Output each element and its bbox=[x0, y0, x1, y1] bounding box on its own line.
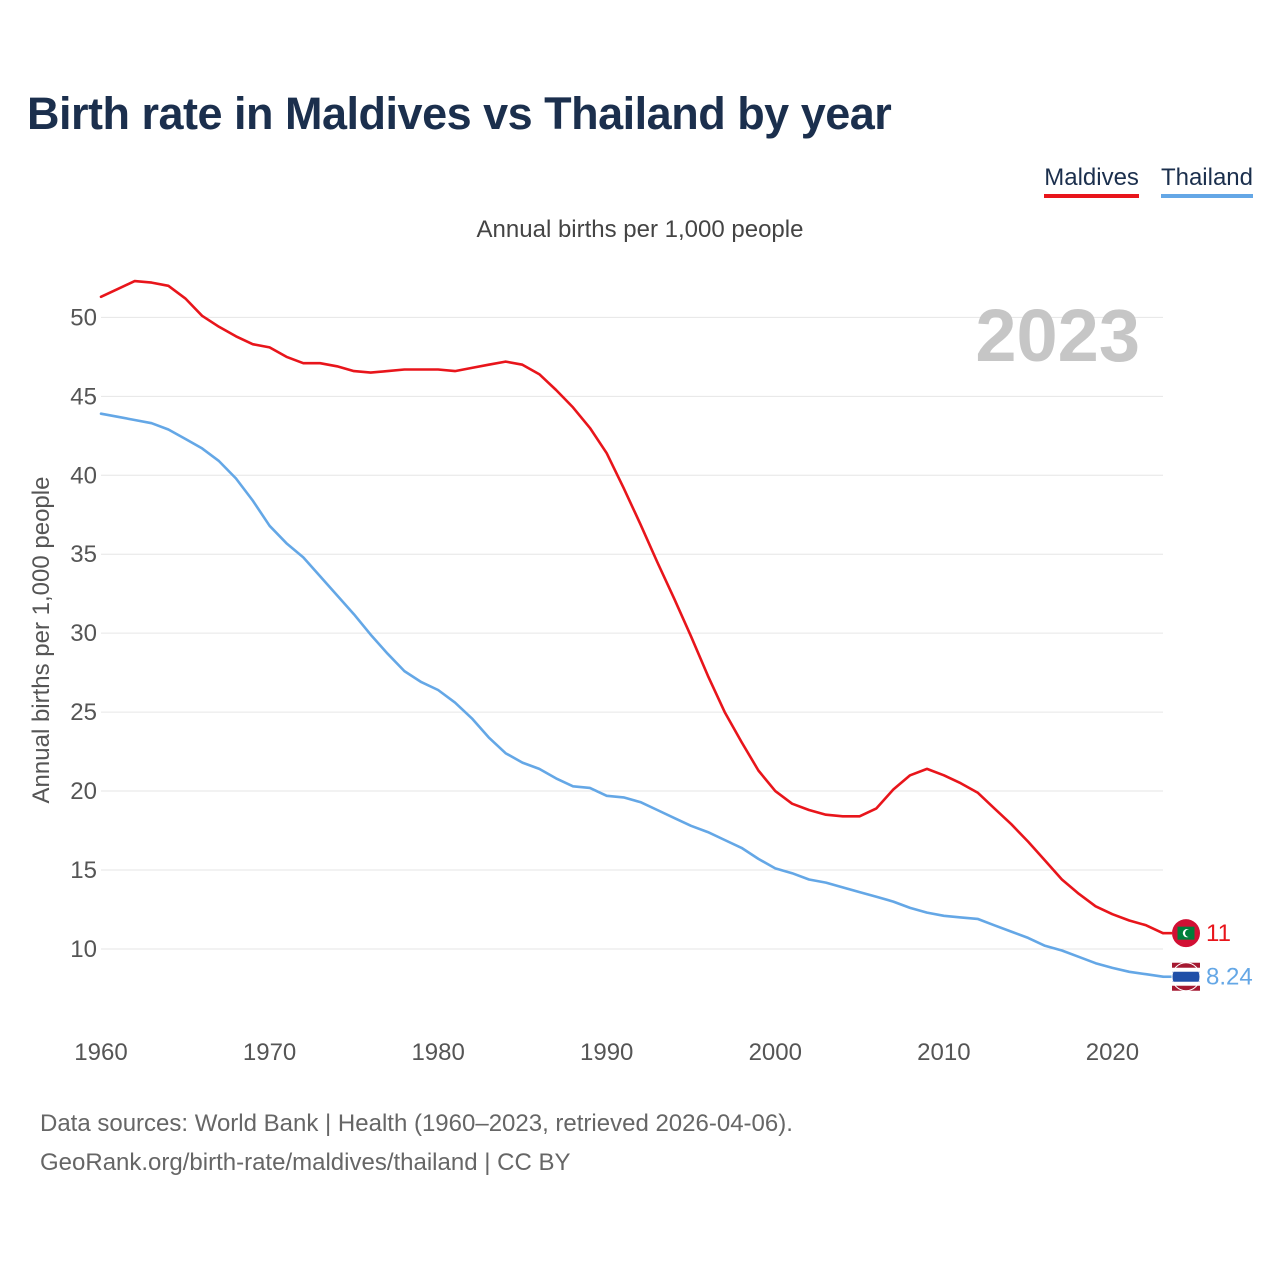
x-tick-label-2010: 2010 bbox=[917, 1039, 970, 1066]
line-chart: 10 15 20 25 30 35 40 45 50 1960 1970 1980 1990 2000 20… bbox=[70, 279, 1253, 1066]
data-source-note: Data sources: World Bank | Health (1960–… bbox=[40, 1110, 793, 1137]
end-value-label-maldives: 11 bbox=[1206, 920, 1231, 947]
legend: Maldives Thailand bbox=[1044, 164, 1253, 198]
source-url-license: GeoRank.org/birth-rate/maldives/thailand… bbox=[40, 1149, 571, 1176]
thailand-flag-border bbox=[1171, 962, 1201, 992]
series-line-thailand bbox=[99, 412, 1165, 979]
chart-title: Birth rate in Maldives vs Thailand by ye… bbox=[27, 88, 892, 139]
y-tick-label-20: 20 bbox=[70, 778, 97, 805]
footer: Data sources: World Bank | Health (1960–… bbox=[40, 1104, 793, 1182]
thailand-flag-stripe-center bbox=[1172, 971, 1200, 982]
legend-item-maldives[interactable]: Maldives bbox=[1044, 164, 1139, 198]
y-tick-label-50: 50 bbox=[70, 304, 97, 331]
x-tick-label-2000: 2000 bbox=[749, 1039, 802, 1066]
y-tick-label-35: 35 bbox=[70, 541, 97, 568]
y-tick-label-45: 45 bbox=[70, 383, 97, 410]
x-tick-label-1960: 1960 bbox=[74, 1039, 127, 1066]
y-tick-label-25: 25 bbox=[70, 699, 97, 726]
y-tick-label-40: 40 bbox=[70, 462, 97, 489]
thailand-flag-stripe-bottom bbox=[1172, 985, 1200, 991]
x-tick-label-1970: 1970 bbox=[243, 1039, 296, 1066]
current-year-watermark: 2023 bbox=[975, 294, 1140, 377]
y-tick-label-15: 15 bbox=[70, 857, 97, 884]
thailand-flag-stripe-top bbox=[1172, 962, 1200, 968]
legend-item-thailand[interactable]: Thailand bbox=[1160, 164, 1253, 198]
x-tick-label-1980: 1980 bbox=[411, 1039, 464, 1066]
y-tick-label-30: 30 bbox=[70, 620, 97, 647]
y-tick-label-10: 10 bbox=[70, 936, 97, 963]
x-tick-label-2020: 2020 bbox=[1086, 1039, 1139, 1066]
end-value-label-thailand: 8.24 bbox=[1206, 964, 1253, 991]
chart-subtitle: Annual births per 1,000 people bbox=[476, 216, 804, 243]
series-line-maldives bbox=[99, 279, 1165, 935]
x-tick-label-1990: 1990 bbox=[580, 1039, 633, 1066]
maldives-flag-crescent-cut bbox=[1185, 929, 1193, 937]
